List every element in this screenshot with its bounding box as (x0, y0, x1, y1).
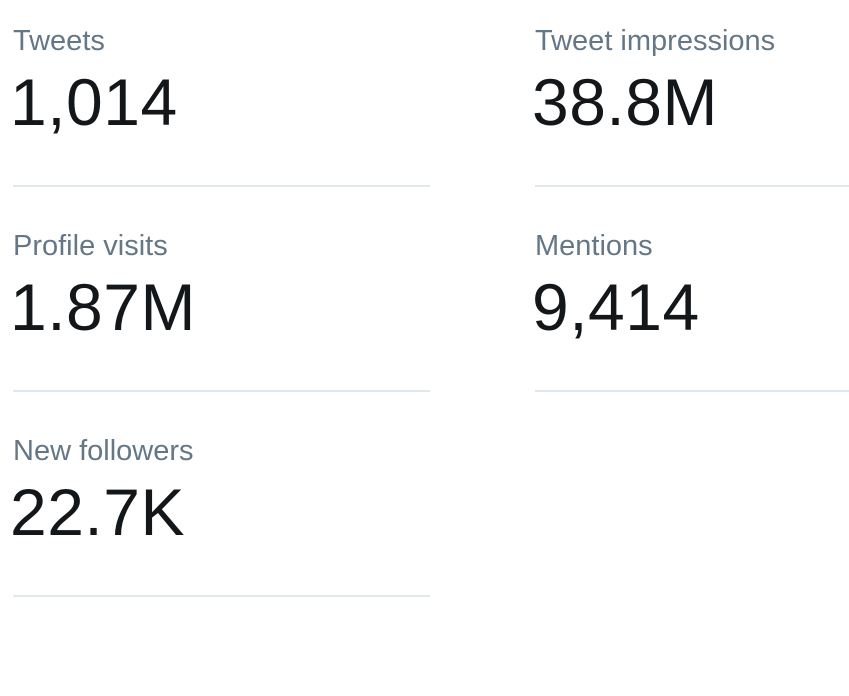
stat-value: 38.8M (532, 65, 718, 139)
stat-profile-visits: Profile visits 1.87M (10, 205, 430, 393)
stat-value: 22.7K (10, 475, 185, 549)
stat-label: New followers (13, 435, 194, 467)
stat-new-followers: New followers 22.7K (10, 410, 430, 598)
stat-label: Tweet impressions (535, 25, 776, 57)
divider (13, 185, 430, 187)
divider (13, 390, 430, 392)
divider (13, 595, 430, 597)
divider (535, 390, 849, 392)
stat-label: Profile visits (13, 230, 168, 262)
stat-mentions: Mentions 9,414 (532, 205, 849, 393)
divider (535, 185, 849, 187)
stat-value: 1.87M (10, 270, 196, 344)
stat-tweet-impressions: Tweet impressions 38.8M (532, 0, 849, 188)
stat-tweets: Tweets 1,014 (10, 0, 430, 188)
stat-value: 9,414 (532, 270, 700, 344)
stat-value: 1,014 (10, 65, 178, 139)
stat-label: Mentions (535, 230, 653, 262)
stat-label: Tweets (13, 25, 105, 57)
